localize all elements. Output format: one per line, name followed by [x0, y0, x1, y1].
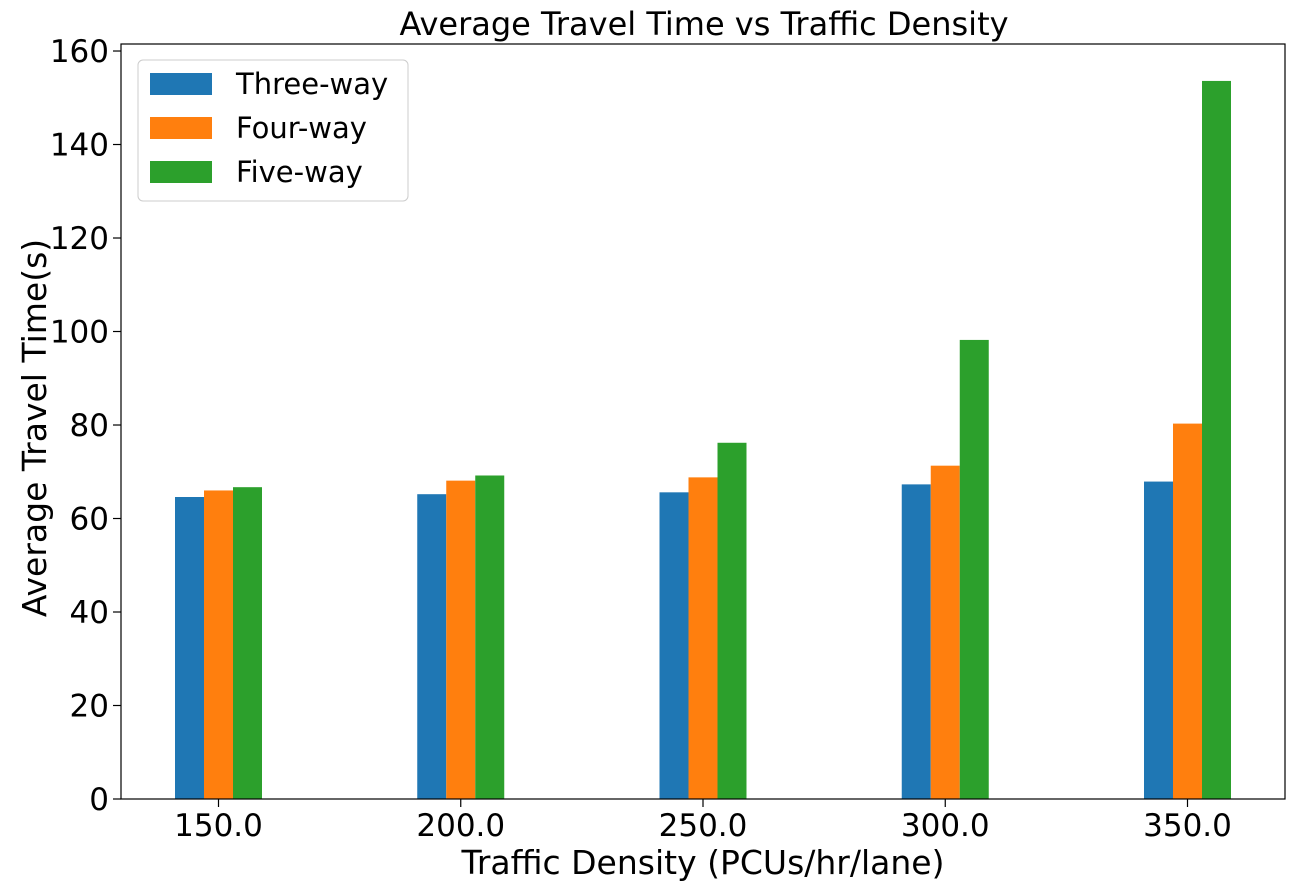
bar-five-way-200.0 [475, 475, 505, 799]
bar-three-way-300.0 [901, 484, 931, 799]
bar-five-way-250.0 [717, 442, 747, 799]
bar-five-way-150.0 [233, 487, 262, 799]
bar-four-way-350.0 [1173, 423, 1202, 799]
bar-four-way-250.0 [688, 477, 718, 799]
x-axis-label: Traffic Density (PCUs/hr/lane) [461, 843, 945, 882]
y-tick-label: 120 [50, 221, 109, 257]
x-tick-label: 150.0 [174, 808, 263, 844]
bar-three-way-200.0 [417, 494, 447, 799]
legend-label-four-way: Four-way [236, 111, 367, 145]
x-tick-label: 300.0 [901, 808, 990, 844]
y-tick-label: 160 [50, 34, 109, 70]
y-tick-label: 40 [70, 595, 109, 631]
y-axis: 0 20 40 60 80 100 120 140 160 [50, 34, 121, 818]
y-tick-label: 80 [70, 408, 109, 444]
y-tick-label: 0 [89, 782, 109, 818]
y-tick-label: 140 [50, 128, 109, 164]
legend-label-five-way: Five-way [236, 155, 363, 189]
chart-title: Average Travel Time vs Traffic Density [399, 5, 1008, 43]
legend-swatch-five-way [150, 161, 212, 183]
bar-four-way-200.0 [446, 480, 476, 799]
x-tick-label: 200.0 [416, 808, 505, 844]
bar-five-way-300.0 [959, 339, 989, 799]
x-tick-label: 350.0 [1143, 808, 1232, 844]
x-tick-label: 250.0 [659, 808, 748, 844]
bars-group [175, 80, 1231, 799]
bar-five-way-350.0 [1202, 80, 1231, 799]
bar-three-way-250.0 [659, 492, 689, 799]
legend-swatch-three-way [150, 73, 212, 95]
legend-swatch-four-way [150, 117, 212, 139]
y-tick-label: 20 [70, 689, 109, 725]
legend: Three-way Four-way Five-way [137, 59, 409, 202]
y-tick-label: 60 [70, 502, 109, 538]
x-axis: 150.0 200.0 250.0 300.0 350.0 [174, 799, 1232, 844]
bar-three-way-350.0 [1144, 481, 1173, 799]
bar-four-way-300.0 [930, 465, 960, 799]
y-tick-label: 100 [50, 315, 109, 351]
y-axis-label: Average Travel Time(s) [15, 239, 54, 617]
bar-three-way-150.0 [175, 497, 204, 799]
bar-four-way-150.0 [204, 490, 233, 799]
legend-label-three-way: Three-way [235, 67, 388, 101]
